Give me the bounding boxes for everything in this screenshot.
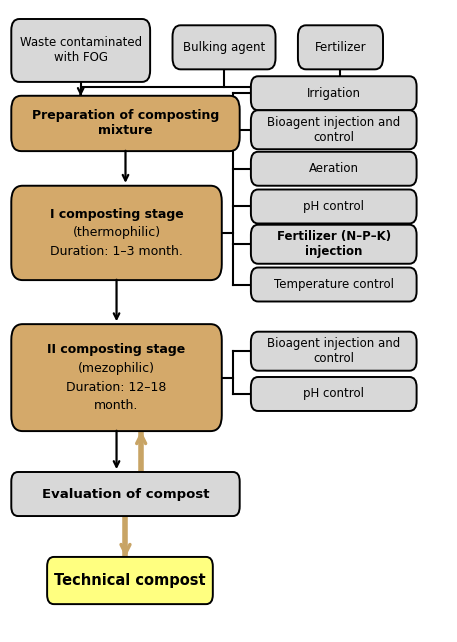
Text: Aeration: Aeration <box>309 162 359 175</box>
Text: pH control: pH control <box>303 200 364 213</box>
Text: Evaluation of compost: Evaluation of compost <box>42 487 209 501</box>
FancyBboxPatch shape <box>251 268 417 302</box>
Text: Fertilizer (N–P–K)
injection: Fertilizer (N–P–K) injection <box>276 230 391 258</box>
FancyBboxPatch shape <box>251 225 417 264</box>
Text: pH control: pH control <box>303 388 364 401</box>
Text: Irrigation: Irrigation <box>307 87 361 100</box>
Text: Temperature control: Temperature control <box>274 278 394 291</box>
FancyBboxPatch shape <box>11 96 239 151</box>
FancyBboxPatch shape <box>172 25 276 69</box>
FancyBboxPatch shape <box>298 25 383 69</box>
FancyBboxPatch shape <box>11 324 222 431</box>
FancyBboxPatch shape <box>251 189 417 223</box>
FancyBboxPatch shape <box>251 76 417 110</box>
FancyBboxPatch shape <box>47 557 213 604</box>
Text: I composting stage: I composting stage <box>50 207 183 221</box>
Text: Bioagent injection and
control: Bioagent injection and control <box>267 337 400 365</box>
FancyBboxPatch shape <box>251 377 417 411</box>
Text: Bioagent injection and
control: Bioagent injection and control <box>267 116 400 144</box>
Text: Fertilizer: Fertilizer <box>315 41 366 54</box>
Text: (mezophilic): (mezophilic) <box>78 361 155 375</box>
FancyBboxPatch shape <box>251 110 417 149</box>
Text: (thermophilic): (thermophilic) <box>73 227 160 239</box>
Text: month.: month. <box>94 399 139 412</box>
FancyBboxPatch shape <box>11 186 222 280</box>
Text: Waste contaminated
with FOG: Waste contaminated with FOG <box>20 37 142 64</box>
FancyBboxPatch shape <box>251 332 417 370</box>
Text: Technical compost: Technical compost <box>54 573 206 588</box>
FancyBboxPatch shape <box>251 152 417 186</box>
Text: Preparation of composting
mixture: Preparation of composting mixture <box>32 109 219 137</box>
Text: Duration: 1–3 month.: Duration: 1–3 month. <box>50 245 183 258</box>
Text: Duration: 12–18: Duration: 12–18 <box>66 381 167 394</box>
Text: II composting stage: II composting stage <box>48 343 186 356</box>
FancyBboxPatch shape <box>11 472 239 516</box>
FancyBboxPatch shape <box>11 19 150 82</box>
Text: Bulking agent: Bulking agent <box>183 41 265 54</box>
